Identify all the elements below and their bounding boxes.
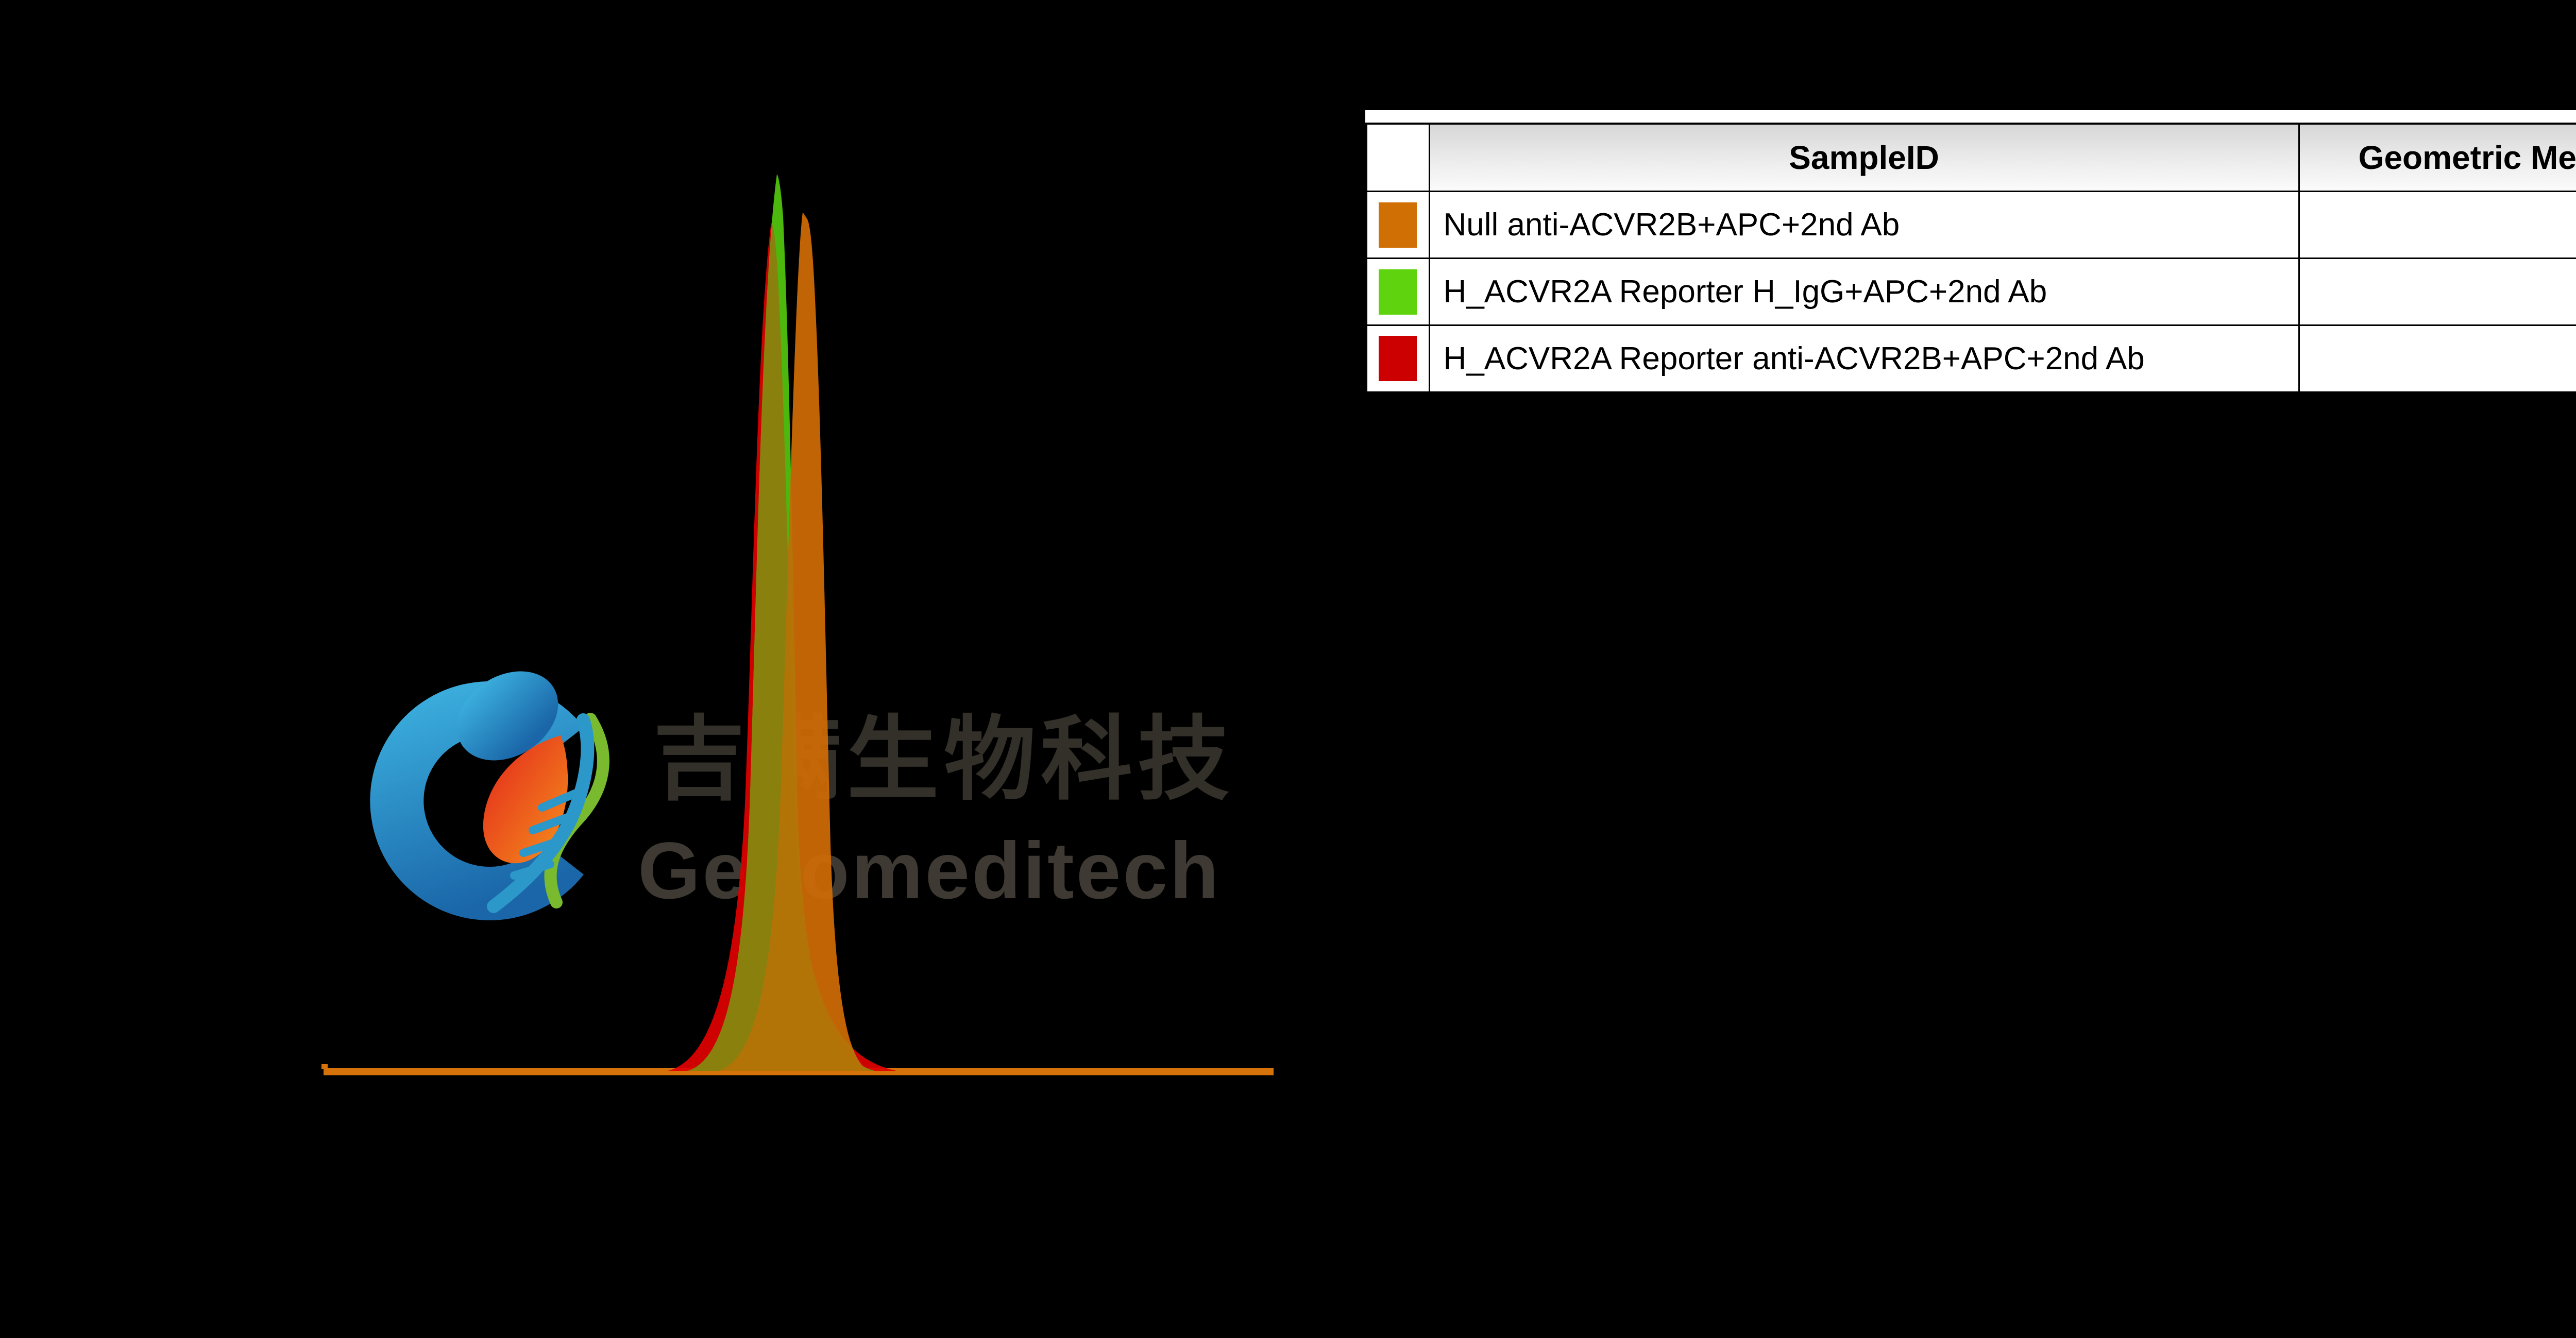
sample-swatch-cell bbox=[1365, 191, 1430, 259]
table-header-row: SampleID Geometric Mean : FL11-H bbox=[1365, 123, 2576, 192]
x-axis-start-tick bbox=[321, 1064, 328, 1069]
sample-stats-table: SampleID Geometric Mean : FL11-H Null an… bbox=[1365, 123, 2576, 393]
table-top-strip bbox=[1365, 110, 2576, 123]
sample-color-swatch bbox=[1379, 202, 1417, 248]
logo-blue-swirl-head bbox=[456, 671, 558, 761]
logo-dna-rungs bbox=[510, 789, 580, 880]
column-header-sampleid: SampleID bbox=[1428, 123, 2300, 192]
sample-name: H_ACVR2A Reporter anti-ACVR2B+APC+2nd Ab bbox=[1428, 324, 2300, 393]
table-row: Null anti-ACVR2B+APC+2nd Ab 3625 bbox=[1365, 191, 2576, 259]
logo-red-flame bbox=[483, 735, 568, 864]
sample-swatch-cell bbox=[1365, 258, 1430, 326]
logo-green-vine bbox=[544, 713, 609, 908]
sample-name: Null anti-ACVR2B+APC+2nd Ab bbox=[1428, 191, 2300, 259]
sample-name: H_ACVR2A Reporter H_IgG+APC+2nd Ab bbox=[1428, 258, 2300, 326]
sample-swatch-cell bbox=[1365, 324, 1430, 393]
sample-geomean-value: 2178 bbox=[2298, 324, 2576, 393]
column-header-geomean: Geometric Mean : FL11-H bbox=[2298, 123, 2576, 192]
x-axis-line bbox=[324, 1068, 1274, 1075]
watermark-logo bbox=[370, 671, 609, 920]
logo-dna-strand bbox=[487, 713, 595, 913]
watermark-en-text: Genomeditech bbox=[638, 826, 1221, 916]
sample-color-swatch bbox=[1379, 336, 1417, 382]
sample-geomean-value: 2264 bbox=[2298, 258, 2576, 326]
swatch-column-header bbox=[1365, 123, 1430, 192]
sample-color-swatch bbox=[1379, 269, 1417, 315]
legend-table: SampleID Geometric Mean : FL11-H Null an… bbox=[1365, 110, 2576, 393]
table-row: H_ACVR2A Reporter H_IgG+APC+2nd Ab 2264 bbox=[1365, 258, 2576, 326]
watermark-cn-text: 吉满生物科技 bbox=[653, 706, 1234, 813]
sample-geomean-value: 3625 bbox=[2298, 191, 2576, 259]
table-row: H_ACVR2A Reporter anti-ACVR2B+APC+2nd Ab… bbox=[1365, 324, 2576, 393]
